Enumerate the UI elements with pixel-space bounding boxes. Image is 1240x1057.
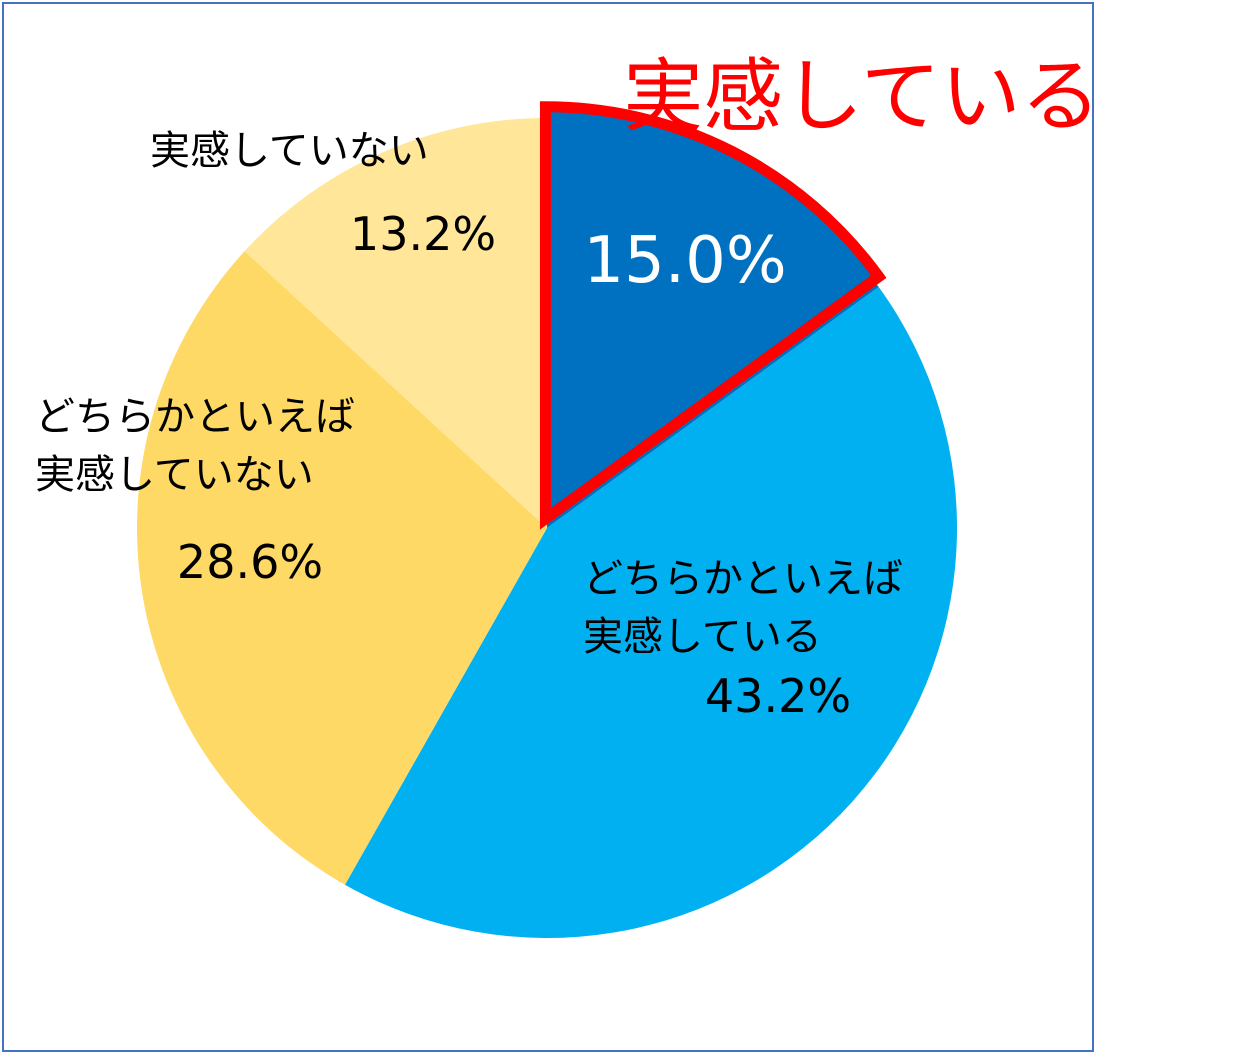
slice-value-label-3: 28.6% — [177, 535, 323, 589]
slice-name-label-4: 実感していない — [150, 128, 429, 174]
slice-name-label-2: どちらかといえば実感している — [583, 556, 903, 660]
slice-value-label-2: 43.2% — [705, 669, 851, 723]
slice-value-label-4: 13.2% — [350, 207, 496, 261]
pie-slice-4 — [244, 118, 547, 528]
pie-slice-3 — [137, 251, 548, 885]
slice-name-label-3: どちらかといえば実感していない — [35, 394, 355, 498]
pie-slice-highlight-outline — [539, 101, 887, 530]
slice-value-label-1: 15.0% — [583, 224, 786, 298]
pie-slice-2 — [344, 287, 957, 938]
highlight-callout-label: 実感している — [623, 50, 1101, 143]
